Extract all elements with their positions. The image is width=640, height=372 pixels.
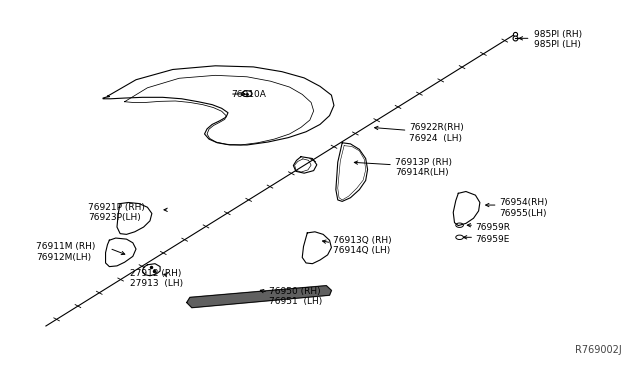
Text: 76913P (RH)
76914R(LH): 76913P (RH) 76914R(LH) — [395, 158, 452, 177]
Text: 76910A: 76910A — [231, 90, 266, 99]
Text: 76921P (RH)
76923P(LH): 76921P (RH) 76923P(LH) — [88, 203, 145, 222]
Text: 76959R: 76959R — [476, 222, 511, 231]
Text: 27912 (RH)
27913  (LH): 27912 (RH) 27913 (LH) — [130, 269, 183, 288]
Text: 76911M (RH)
76912M(LH): 76911M (RH) 76912M(LH) — [36, 242, 95, 262]
Text: 76950 (RH)
76951  (LH): 76950 (RH) 76951 (LH) — [269, 287, 323, 307]
Polygon shape — [187, 286, 332, 308]
Text: R769002J: R769002J — [575, 345, 621, 355]
Text: 76913Q (RH)
76914Q (LH): 76913Q (RH) 76914Q (LH) — [333, 236, 391, 255]
Text: 76922R(RH)
76924  (LH): 76922R(RH) 76924 (LH) — [409, 123, 463, 142]
Text: 985PI (RH)
985PI (LH): 985PI (RH) 985PI (LH) — [534, 30, 582, 49]
Text: 76954(RH)
76955(LH): 76954(RH) 76955(LH) — [499, 198, 548, 218]
Text: 76959E: 76959E — [476, 235, 510, 244]
